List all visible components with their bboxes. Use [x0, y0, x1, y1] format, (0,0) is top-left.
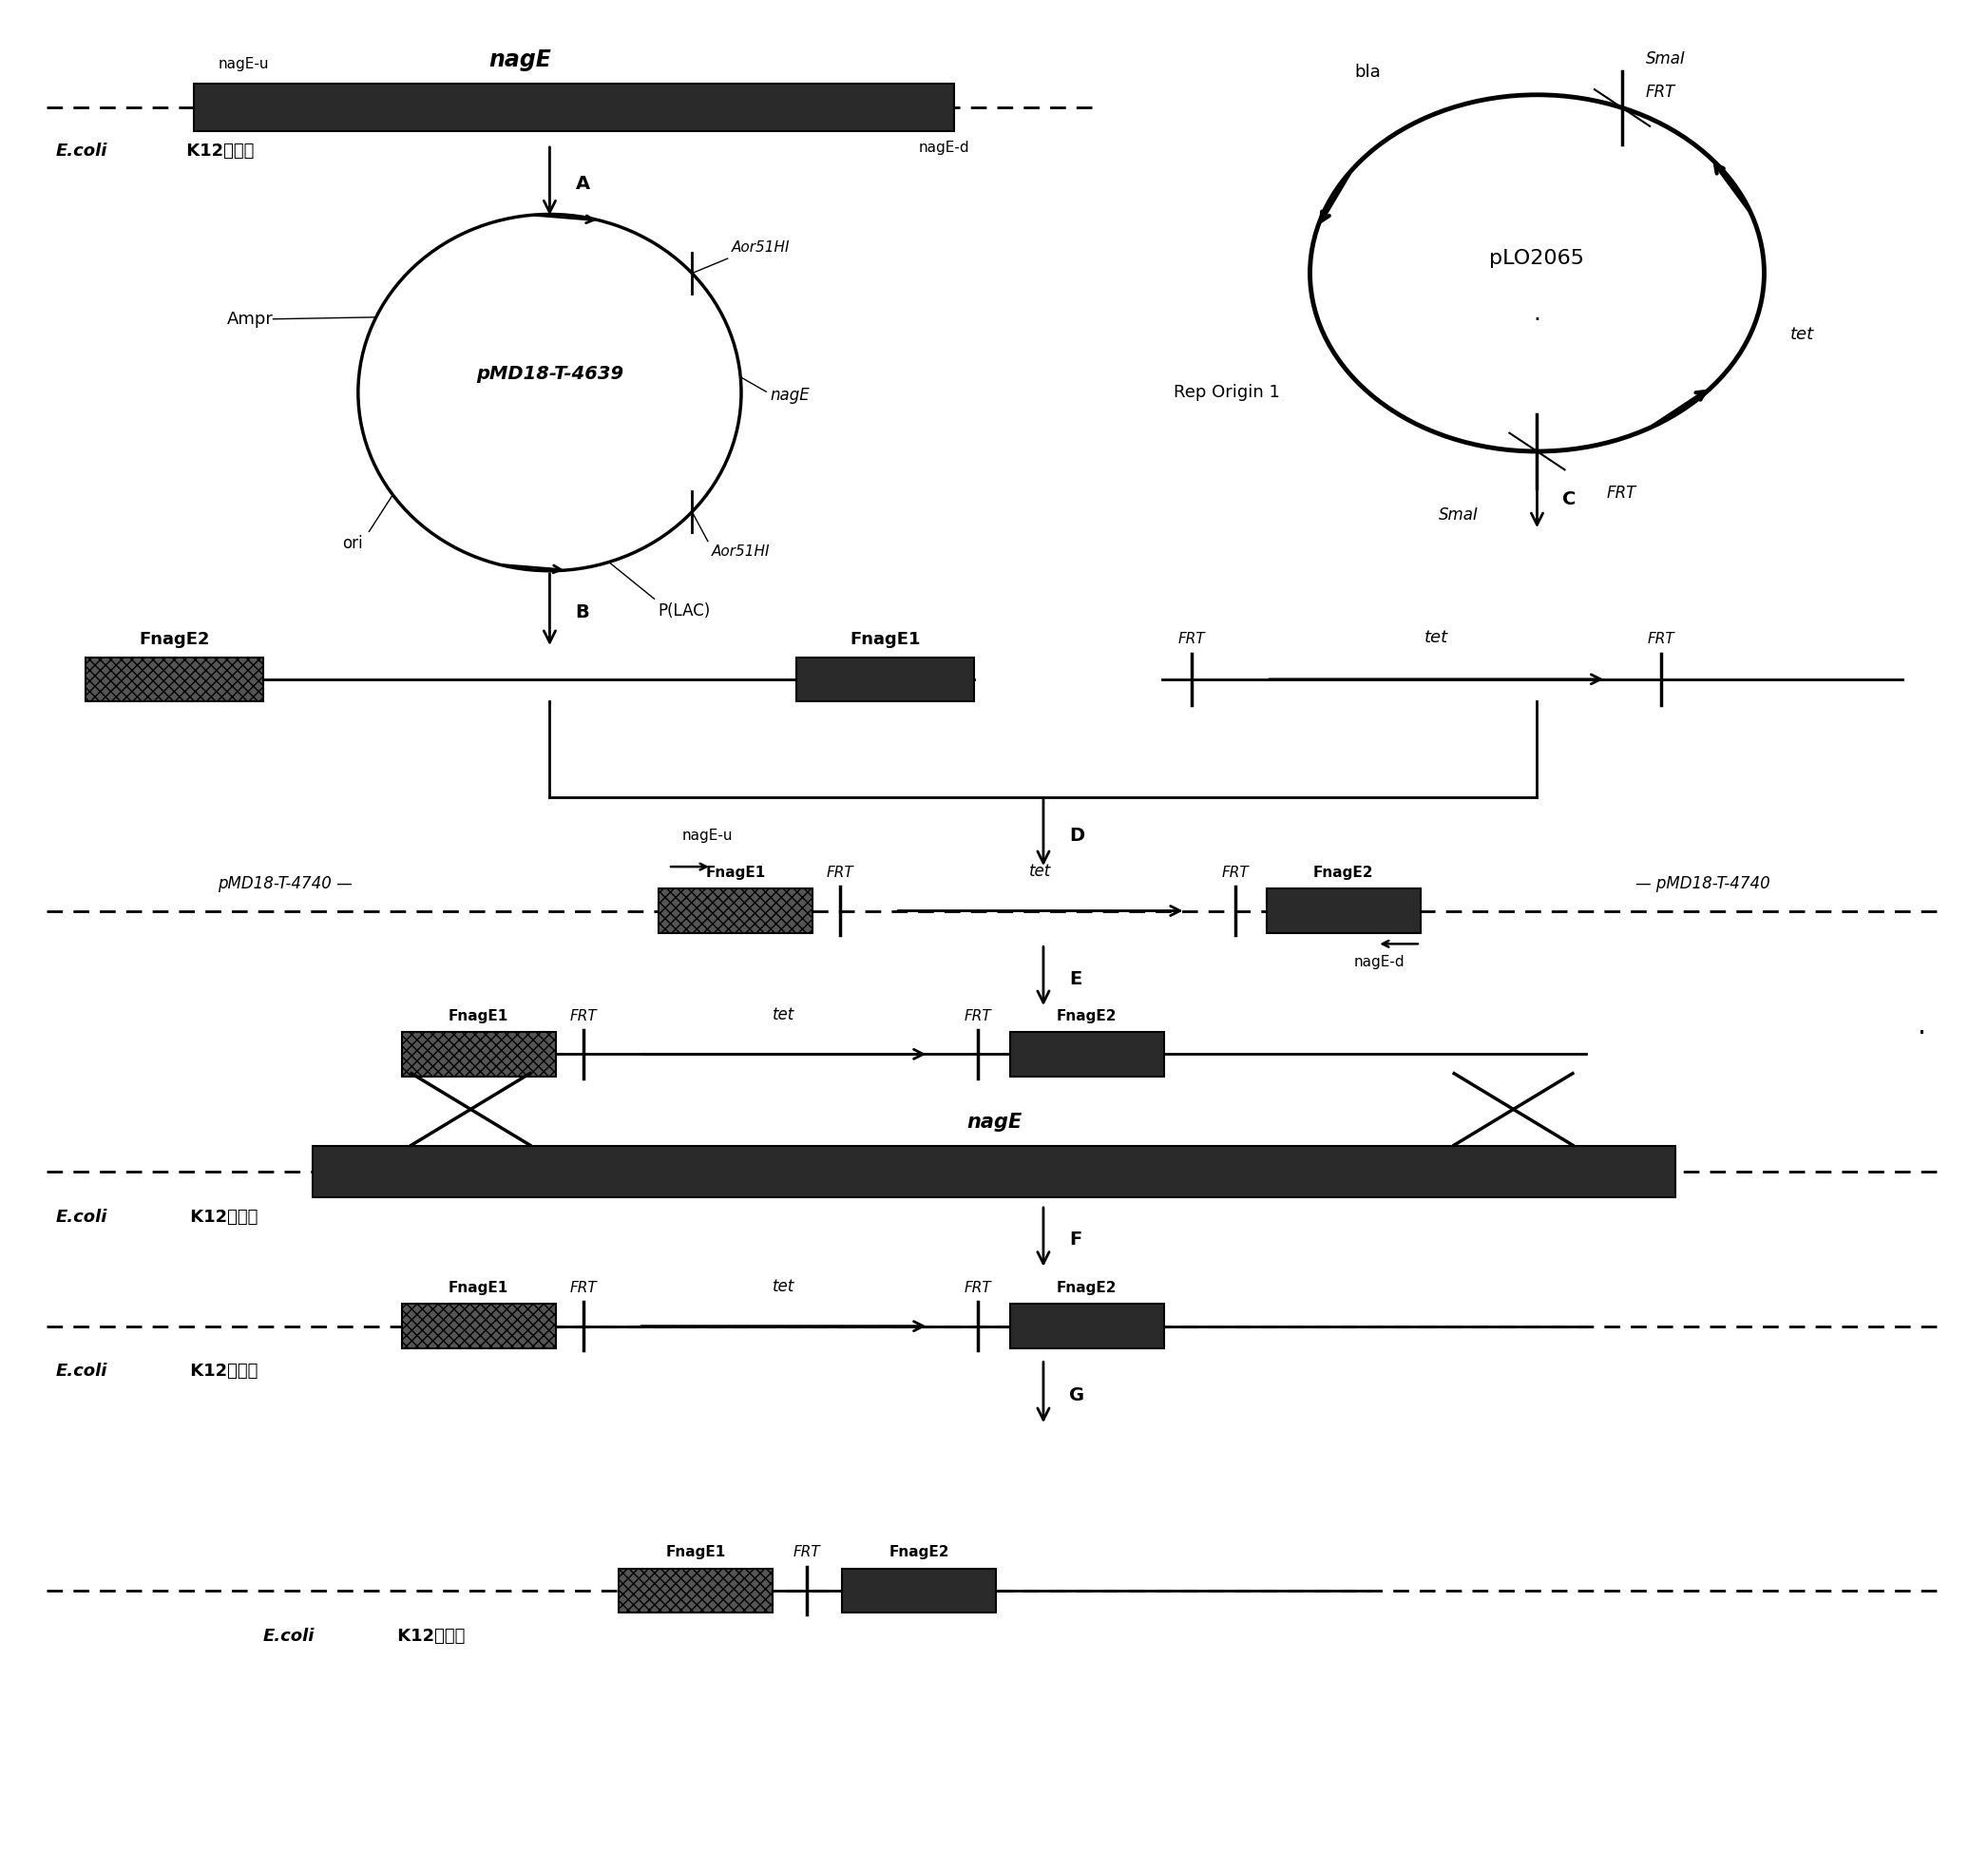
Text: F: F: [1070, 1231, 1081, 1249]
Text: tet: tet: [1425, 629, 1449, 646]
Text: FRT: FRT: [1221, 864, 1248, 879]
Text: Ampr: Ampr: [227, 311, 272, 328]
Text: FRT: FRT: [1177, 631, 1205, 646]
Text: Aor51HI: Aor51HI: [732, 241, 789, 255]
Text: nagE: nagE: [489, 48, 551, 70]
Text: D: D: [1070, 826, 1083, 844]
Text: FnagE2: FnagE2: [1314, 864, 1374, 879]
Bar: [1266, 888, 1421, 933]
Text: FnagE1: FnagE1: [449, 1009, 509, 1024]
Bar: [843, 1570, 996, 1612]
Text: FnagE2: FnagE2: [889, 1546, 948, 1560]
Text: bla: bla: [1354, 65, 1380, 81]
Bar: [85, 657, 262, 702]
Text: FRT: FRT: [1646, 83, 1676, 100]
Text: FnagE2: FnagE2: [1058, 1009, 1117, 1024]
Text: nagE-d: nagE-d: [918, 141, 970, 155]
Text: E.coli: E.coli: [262, 1627, 314, 1646]
Text: G: G: [1070, 1386, 1083, 1405]
Text: FnagE1: FnagE1: [449, 1281, 509, 1296]
Bar: [1010, 1305, 1163, 1348]
Bar: [402, 1033, 555, 1075]
Text: FnagE1: FnagE1: [851, 631, 920, 648]
Text: P(LAC): P(LAC): [658, 603, 712, 620]
Text: FnagE1: FnagE1: [666, 1546, 726, 1560]
Text: tet: tet: [773, 1005, 795, 1024]
Bar: [618, 1570, 773, 1612]
Text: nagE: nagE: [966, 1112, 1022, 1131]
Text: .: .: [1918, 1012, 1926, 1040]
Text: A: A: [575, 176, 590, 193]
Bar: [402, 1305, 555, 1348]
Text: nagE-u: nagE-u: [682, 829, 734, 842]
Bar: [195, 83, 954, 131]
Text: B: B: [575, 603, 588, 622]
Text: SmaI: SmaI: [1646, 50, 1686, 67]
Text: FRT: FRT: [571, 1281, 596, 1296]
Text: pLO2065: pLO2065: [1489, 248, 1584, 268]
Text: pMD18-T-4639: pMD18-T-4639: [475, 365, 624, 383]
Text: FnagE2: FnagE2: [139, 631, 211, 648]
Text: E.coli: E.coli: [56, 143, 107, 159]
Text: FRT: FRT: [1648, 631, 1676, 646]
Text: C: C: [1563, 491, 1576, 509]
Text: Rep Origin 1: Rep Origin 1: [1175, 383, 1280, 402]
Text: nagE-d: nagE-d: [1354, 955, 1406, 970]
Text: tet: tet: [1789, 326, 1813, 342]
Text: FnagE1: FnagE1: [706, 864, 765, 879]
Text: E.coli: E.coli: [56, 1209, 107, 1225]
Text: — pMD18-T-4740: — pMD18-T-4740: [1636, 876, 1771, 892]
Text: K12基因组: K12基因组: [185, 1209, 258, 1225]
Text: E: E: [1070, 970, 1081, 988]
Text: FnagE2: FnagE2: [1058, 1281, 1117, 1296]
Text: K12基因组: K12基因组: [392, 1627, 465, 1646]
Text: FRT: FRT: [964, 1009, 992, 1024]
Bar: [312, 1146, 1676, 1198]
Text: FRT: FRT: [571, 1009, 596, 1024]
Text: nagE-u: nagE-u: [219, 57, 268, 70]
Text: SmaI: SmaI: [1437, 507, 1477, 524]
Text: nagE: nagE: [769, 387, 809, 404]
Text: tet: tet: [1030, 863, 1052, 879]
Bar: [797, 657, 974, 702]
Text: FRT: FRT: [964, 1281, 992, 1296]
Bar: [658, 888, 813, 933]
Bar: [1010, 1033, 1163, 1075]
Text: K12基因组: K12基因组: [181, 143, 254, 159]
Text: ori: ori: [342, 535, 364, 552]
Text: FRT: FRT: [827, 864, 853, 879]
Text: E.coli: E.coli: [56, 1362, 107, 1381]
Text: .: .: [1533, 302, 1541, 326]
Text: pMD18-T-4740 —: pMD18-T-4740 —: [217, 876, 352, 892]
Text: FRT: FRT: [1606, 485, 1636, 502]
Text: K12基因组: K12基因组: [185, 1362, 258, 1381]
Text: Aor51HI: Aor51HI: [712, 544, 769, 559]
Text: FRT: FRT: [793, 1546, 821, 1560]
Text: tet: tet: [773, 1277, 795, 1296]
